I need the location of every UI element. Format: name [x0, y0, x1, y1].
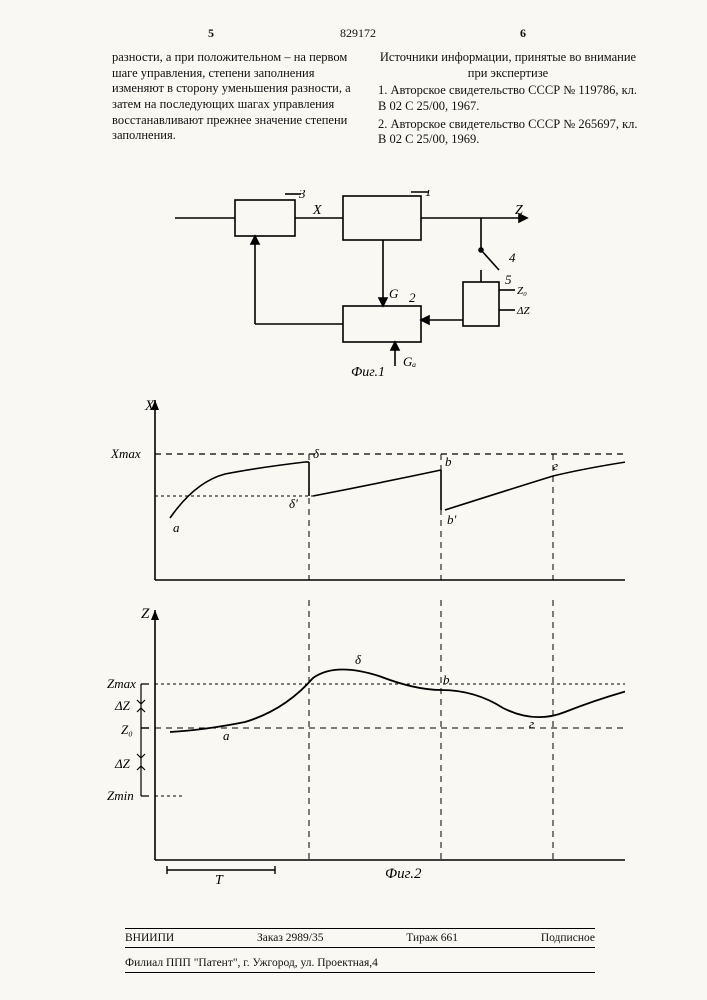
block1-label: 1	[425, 190, 432, 199]
dz-label-1: ΔZ	[114, 698, 131, 713]
paragraph-left: разности, а при положительном – на перво…	[112, 50, 351, 142]
doc-number: 829172	[340, 26, 376, 41]
signal-G: G	[389, 286, 399, 301]
footer-tirazh: Тираж 661	[406, 932, 458, 944]
footer: ВНИИПИ Заказ 2989/35 Тираж 661 Подписное…	[125, 928, 595, 973]
text-column-left: разности, а при положительном – на перво…	[112, 50, 352, 144]
block5-label: 5	[505, 272, 512, 287]
pt-dp-top: δ'	[289, 496, 298, 511]
signal-z0-b5: Z₀	[517, 285, 527, 297]
pt-g-top: г	[553, 458, 558, 473]
fig1-label: Фиг.1	[351, 365, 385, 380]
z0-label: Z₀	[121, 722, 133, 737]
pt-bp-top: b'	[447, 512, 457, 527]
pt-b-top: b	[445, 454, 452, 469]
dz-label-2: ΔZ	[114, 756, 131, 771]
signal-Ga: Gₐ	[403, 354, 416, 369]
pt-d-bot: δ	[355, 652, 362, 667]
signal-x: X	[312, 203, 322, 218]
text-column-right: Источники информации, принятые во вниман…	[378, 50, 638, 148]
block4-label: 4	[509, 250, 516, 265]
pt-b-bot: b	[443, 672, 450, 687]
figures-area: 3 1 4 5 2 X Z G Z₀ ΔZ Gₐ Фиг.1	[85, 190, 625, 910]
footer-org: ВНИИПИ	[125, 932, 174, 944]
signal-dz-b5: ΔZ	[516, 305, 530, 317]
reference-2: 2. Авторское свидетельство СССР № 265697…	[378, 117, 638, 148]
chart-bottom: Z t Zmax ΔZ Z₀ ΔZ Zmin T а δ b г g Фиг.2	[85, 600, 625, 890]
pt-a-top: а	[173, 520, 180, 535]
page: 5 829172 6 разности, а при положительном…	[0, 0, 707, 1000]
chart-top: X Xmax t а δ δ' b b' г g g'	[85, 390, 625, 600]
axis-x-label: X	[144, 398, 155, 414]
footer-address: Филиал ППП "Патент", г. Ужгород, ул. Про…	[125, 957, 378, 969]
page-num-right: 6	[520, 26, 526, 41]
pt-g-bot: г	[529, 716, 534, 731]
xmax-label: Xmax	[110, 446, 141, 461]
block2-label: 2	[409, 290, 416, 305]
block3-label: 3	[298, 190, 306, 201]
axis-z-label: Z	[141, 606, 150, 622]
footer-order: Заказ 2989/35	[257, 932, 324, 944]
footer-sub: Подписное	[541, 932, 595, 944]
pt-d-top: δ	[313, 446, 320, 461]
zmin-label: Zmin	[107, 788, 134, 803]
block-diagram: 3 1 4 5 2 X Z G Z₀ ΔZ Gₐ Фиг.1	[85, 190, 625, 380]
zmax-label: Zmax	[107, 676, 136, 691]
page-num-left: 5	[208, 26, 214, 41]
pt-a-bot: а	[223, 728, 230, 743]
reference-1: 1. Авторское свидетельство СССР № 119786…	[378, 83, 638, 114]
T-label: T	[215, 873, 224, 888]
references-title: Источники информации, принятые во вниман…	[378, 50, 638, 81]
signal-z: Z	[515, 203, 523, 218]
fig2-label: Фиг.2	[385, 866, 422, 882]
